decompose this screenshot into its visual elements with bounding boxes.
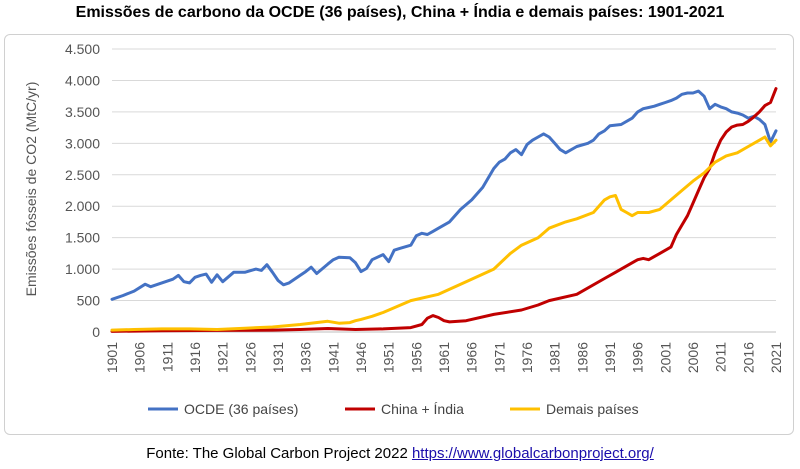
- x-tick-label: 1911: [159, 342, 175, 372]
- x-tick-label: 2006: [685, 342, 701, 373]
- legend-label: Demais países: [546, 401, 639, 417]
- x-tick-label: 1986: [574, 342, 590, 373]
- chart-title: Emissões de carbono da OCDE (36 países),…: [75, 4, 725, 21]
- series-lines: [110, 87, 778, 333]
- legend-label: OCDE (36 países): [184, 401, 298, 417]
- chart-frame: [4, 34, 794, 435]
- x-tick-label: 1916: [187, 342, 203, 373]
- legend: OCDE (36 países) China + Índia Demais país…: [148, 401, 639, 417]
- x-tick-label: 2021: [768, 342, 784, 373]
- y-axis-label: Emissões fósseis de CO2 (MtC/yr): [23, 82, 39, 297]
- source-text: Fonte: The Global Carbon Project 2022: [146, 445, 408, 462]
- x-tick-label: 1976: [519, 342, 535, 373]
- y-tick-label: 1.500: [65, 230, 100, 246]
- x-tick-label: 1936: [298, 342, 314, 373]
- y-tick-label: 3.500: [65, 104, 100, 120]
- source-note: Fonte: The Global Carbon Project 2022 ht…: [0, 445, 800, 462]
- x-tick-label: 1901: [104, 342, 120, 373]
- x-tick-label: 1926: [242, 342, 258, 373]
- x-tick-label: 1951: [381, 342, 397, 373]
- x-tick-labels: 1901 1906 1911 1916 1921 1926 1931 1936 1941 1946…: [104, 342, 784, 373]
- y-tick-label: 4.000: [65, 72, 100, 88]
- x-tick-label: 1971: [491, 342, 507, 373]
- legend-label: China + Índia: [381, 401, 464, 417]
- x-tick-label: 2011: [713, 342, 729, 372]
- y-tick-label: 3.000: [65, 135, 100, 151]
- x-tick-label: 1981: [547, 342, 563, 373]
- series-line: [110, 87, 778, 333]
- source-link[interactable]: https://www.globalcarbonproject.org/: [411, 445, 654, 462]
- x-tick-label: 2001: [657, 342, 673, 373]
- series-line: [110, 135, 778, 332]
- x-tick-label: 1991: [602, 342, 618, 373]
- x-tick-label: 1961: [436, 342, 452, 373]
- y-tick-label: 4.500: [65, 41, 100, 57]
- x-tick-label: 1921: [215, 342, 231, 373]
- x-tick-label: 1996: [630, 342, 646, 373]
- y-tick-label: 1.000: [65, 261, 100, 277]
- y-tick-label: 0: [92, 324, 100, 340]
- series-line: [110, 89, 778, 301]
- y-tick-label: 2.000: [65, 198, 100, 214]
- y-tick-label: 2.500: [65, 167, 100, 183]
- y-tick-label: 500: [77, 293, 101, 309]
- x-tick-label: 1956: [408, 342, 424, 373]
- x-tick-label: 2016: [740, 342, 756, 373]
- x-tick-label: 1941: [325, 342, 341, 373]
- x-tick-label: 1906: [132, 342, 148, 373]
- y-tick-labels: 0 500 1.000 1.500 2.000 2.500 3.000 3.500 4.000 4…: [65, 41, 100, 340]
- gridlines: [112, 48, 776, 333]
- x-tick-label: 1946: [353, 342, 369, 373]
- x-tick-label: 1966: [464, 342, 480, 373]
- x-tick-label: 1931: [270, 342, 286, 373]
